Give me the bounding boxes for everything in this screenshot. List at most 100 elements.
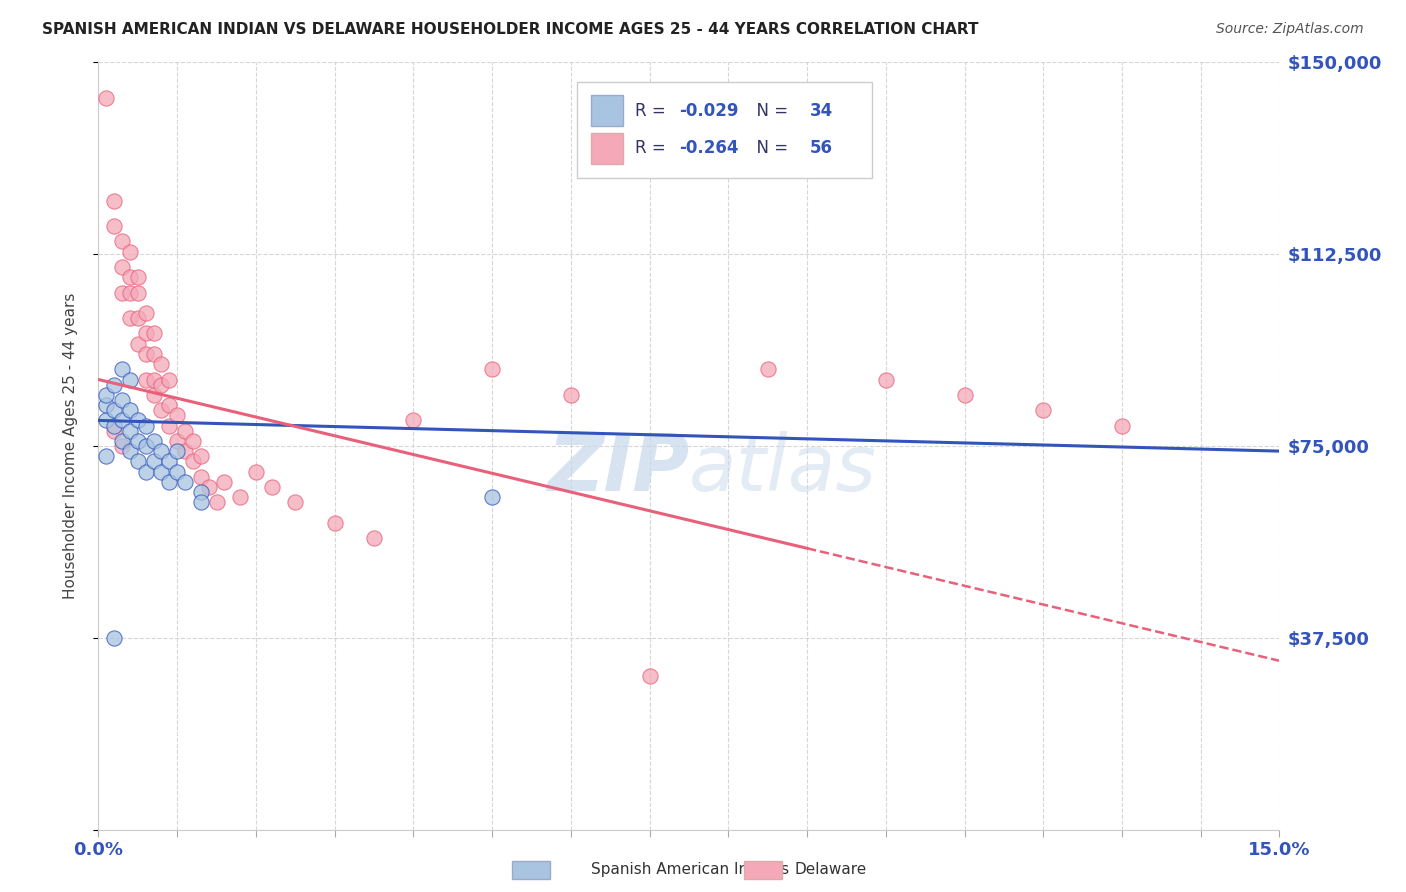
Point — [1032, 403, 1054, 417]
Point — [111, 260, 134, 274]
Point — [142, 347, 165, 361]
Text: 34: 34 — [810, 102, 832, 120]
Point — [560, 388, 582, 402]
Point — [181, 454, 204, 468]
Point — [127, 336, 149, 351]
Point — [127, 454, 149, 468]
Point — [103, 194, 125, 208]
Point — [481, 362, 503, 376]
Point — [174, 475, 197, 489]
Point — [284, 495, 307, 509]
Point — [1111, 418, 1133, 433]
Point — [142, 326, 165, 341]
Point — [481, 490, 503, 504]
Text: Source: ZipAtlas.com: Source: ZipAtlas.com — [1216, 22, 1364, 37]
Point — [118, 285, 141, 300]
Point — [142, 372, 165, 386]
Text: N =: N = — [745, 139, 793, 157]
Point — [103, 219, 125, 233]
Point — [96, 449, 118, 463]
Point — [96, 388, 118, 402]
Point — [157, 475, 180, 489]
Point — [166, 409, 188, 423]
Point — [118, 270, 141, 285]
Text: N =: N = — [745, 102, 793, 120]
FancyBboxPatch shape — [591, 133, 623, 164]
Point — [135, 439, 157, 453]
Point — [111, 392, 134, 407]
Point — [638, 669, 661, 683]
Y-axis label: Householder Income Ages 25 - 44 years: Householder Income Ages 25 - 44 years — [63, 293, 77, 599]
Point — [166, 434, 188, 448]
Point — [103, 631, 125, 645]
Point — [135, 347, 157, 361]
Point — [205, 495, 228, 509]
Point — [756, 362, 779, 376]
Text: ZIP: ZIP — [547, 431, 689, 507]
Point — [118, 424, 141, 438]
Point — [111, 235, 134, 249]
Point — [118, 444, 141, 458]
Point — [135, 372, 157, 386]
Point — [135, 465, 157, 479]
Point — [875, 372, 897, 386]
Point — [111, 362, 134, 376]
Point — [103, 377, 125, 392]
Point — [157, 418, 180, 433]
Point — [142, 454, 165, 468]
Point — [127, 413, 149, 427]
Point — [229, 490, 252, 504]
Point — [103, 403, 125, 417]
Point — [103, 424, 125, 438]
Point — [127, 311, 149, 326]
Point — [190, 495, 212, 509]
Point — [135, 306, 157, 320]
Point — [181, 434, 204, 448]
Point — [103, 418, 125, 433]
Point — [135, 418, 157, 433]
Point — [363, 531, 385, 545]
Text: 56: 56 — [810, 139, 832, 157]
Point — [174, 444, 197, 458]
Point — [157, 454, 180, 468]
Point — [96, 398, 118, 412]
Point — [127, 285, 149, 300]
Point — [150, 377, 173, 392]
Text: SPANISH AMERICAN INDIAN VS DELAWARE HOUSEHOLDER INCOME AGES 25 - 44 YEARS CORREL: SPANISH AMERICAN INDIAN VS DELAWARE HOUS… — [42, 22, 979, 37]
Point — [323, 516, 346, 530]
Point — [174, 424, 197, 438]
Point — [190, 449, 212, 463]
Point — [190, 469, 212, 483]
Point — [96, 91, 118, 105]
Text: -0.264: -0.264 — [679, 139, 740, 157]
Point — [118, 372, 141, 386]
Point — [157, 398, 180, 412]
Point — [111, 285, 134, 300]
Point — [260, 480, 283, 494]
Point — [166, 465, 188, 479]
Point — [150, 444, 173, 458]
Text: -0.029: -0.029 — [679, 102, 740, 120]
Point — [953, 388, 976, 402]
Point — [245, 465, 267, 479]
Point — [197, 480, 219, 494]
Text: R =: R = — [634, 139, 671, 157]
Point — [127, 270, 149, 285]
FancyBboxPatch shape — [576, 81, 872, 178]
FancyBboxPatch shape — [591, 95, 623, 126]
Point — [190, 485, 212, 500]
Point — [142, 388, 165, 402]
Point — [135, 326, 157, 341]
Point — [111, 434, 134, 448]
Point — [150, 357, 173, 371]
Point — [150, 403, 173, 417]
Point — [96, 413, 118, 427]
Point — [150, 465, 173, 479]
Point — [166, 444, 188, 458]
Point — [118, 244, 141, 259]
Point — [118, 311, 141, 326]
Point — [214, 475, 236, 489]
Point — [127, 434, 149, 448]
Text: R =: R = — [634, 102, 671, 120]
Text: Spanish American Indians: Spanish American Indians — [591, 863, 789, 877]
